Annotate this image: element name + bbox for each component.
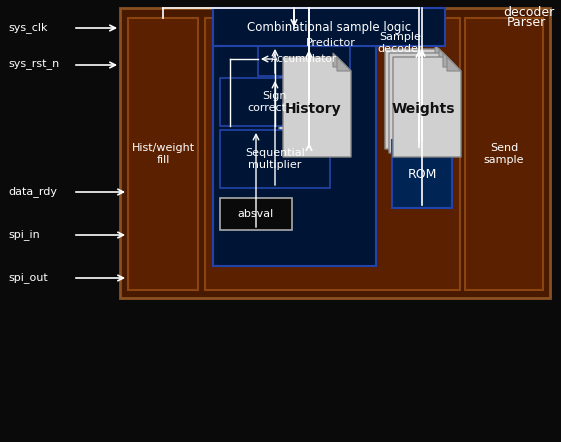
- Text: Hist/weight
fill: Hist/weight fill: [131, 143, 195, 165]
- Text: ROM: ROM: [407, 168, 436, 180]
- Bar: [128, 18, 198, 290]
- Text: Weights: Weights: [391, 102, 455, 116]
- Text: Send
sample: Send sample: [484, 143, 524, 165]
- Text: History: History: [284, 102, 341, 116]
- Text: Sequential
multiplier: Sequential multiplier: [245, 148, 305, 170]
- Polygon shape: [271, 45, 339, 145]
- Polygon shape: [435, 45, 449, 59]
- Text: sys_clk: sys_clk: [8, 23, 48, 34]
- Bar: [120, 8, 550, 298]
- Text: absval: absval: [238, 209, 274, 219]
- Bar: [220, 130, 330, 188]
- Text: Parser: Parser: [507, 16, 546, 29]
- Polygon shape: [393, 57, 461, 157]
- Polygon shape: [385, 49, 453, 149]
- Bar: [465, 18, 543, 290]
- Text: Accumulator: Accumulator: [271, 54, 337, 64]
- Text: data_rdy: data_rdy: [8, 187, 57, 198]
- Polygon shape: [325, 45, 339, 59]
- Polygon shape: [279, 53, 347, 153]
- Text: Sign
correction: Sign correction: [247, 91, 303, 113]
- Polygon shape: [333, 53, 347, 67]
- Bar: [205, 18, 460, 290]
- Text: decoder: decoder: [504, 6, 555, 19]
- Text: Sample
decoder: Sample decoder: [377, 32, 423, 53]
- Bar: [392, 140, 452, 208]
- Polygon shape: [381, 45, 449, 145]
- Polygon shape: [443, 53, 457, 67]
- Text: sys_rst_n: sys_rst_n: [8, 60, 59, 70]
- Bar: [258, 42, 350, 76]
- Polygon shape: [337, 57, 351, 71]
- Polygon shape: [329, 49, 343, 63]
- Polygon shape: [389, 53, 457, 153]
- Bar: [213, 8, 445, 46]
- Bar: [220, 78, 330, 126]
- Text: spi_in: spi_in: [8, 229, 40, 240]
- Text: spi_out: spi_out: [8, 273, 48, 283]
- Text: Predictor: Predictor: [306, 38, 356, 48]
- Polygon shape: [447, 57, 461, 71]
- Bar: [220, 198, 292, 230]
- Polygon shape: [283, 57, 351, 157]
- Bar: [213, 28, 376, 266]
- Polygon shape: [275, 49, 343, 149]
- Polygon shape: [439, 49, 453, 63]
- Text: Combinational sample logic: Combinational sample logic: [247, 20, 411, 34]
